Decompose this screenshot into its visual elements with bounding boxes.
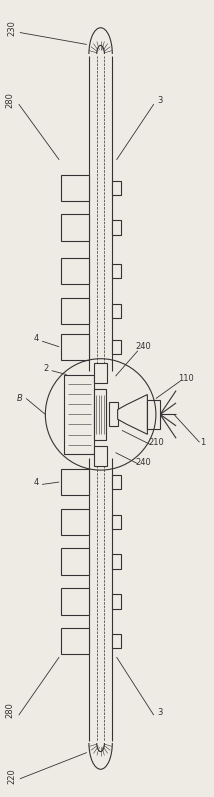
Bar xyxy=(64,375,94,454)
Text: 280: 280 xyxy=(6,92,15,108)
Text: 2: 2 xyxy=(44,363,49,373)
Bar xyxy=(94,363,107,383)
Bar xyxy=(94,446,107,466)
Bar xyxy=(61,588,89,614)
Bar xyxy=(112,555,121,569)
Text: 230: 230 xyxy=(8,21,17,37)
Bar xyxy=(112,515,121,529)
Bar xyxy=(61,548,89,575)
Text: 110: 110 xyxy=(178,374,193,383)
Bar xyxy=(61,508,89,535)
Bar xyxy=(61,334,89,360)
Polygon shape xyxy=(118,395,147,434)
Bar xyxy=(112,220,121,234)
Text: 4: 4 xyxy=(33,334,38,344)
Bar xyxy=(61,469,89,495)
Bar xyxy=(112,304,121,318)
Bar xyxy=(109,402,118,426)
Text: 240: 240 xyxy=(135,342,151,351)
Text: B: B xyxy=(17,394,23,403)
Bar xyxy=(112,634,121,648)
Bar xyxy=(112,180,121,194)
Text: 240: 240 xyxy=(135,457,151,467)
Text: 280: 280 xyxy=(6,702,15,718)
Bar xyxy=(112,264,121,278)
Bar xyxy=(147,400,160,429)
Bar xyxy=(61,175,89,201)
Text: 1: 1 xyxy=(200,438,205,447)
Text: 3: 3 xyxy=(158,709,163,717)
Text: 210: 210 xyxy=(148,438,164,447)
Bar xyxy=(61,298,89,324)
Text: 3: 3 xyxy=(158,96,163,104)
Bar xyxy=(112,475,121,489)
Bar xyxy=(112,340,121,354)
Bar xyxy=(61,258,89,285)
Text: 4: 4 xyxy=(33,477,38,486)
Bar xyxy=(94,389,106,440)
Bar xyxy=(61,214,89,241)
Bar xyxy=(61,628,89,654)
Bar xyxy=(112,595,121,609)
Text: 220: 220 xyxy=(8,768,17,784)
